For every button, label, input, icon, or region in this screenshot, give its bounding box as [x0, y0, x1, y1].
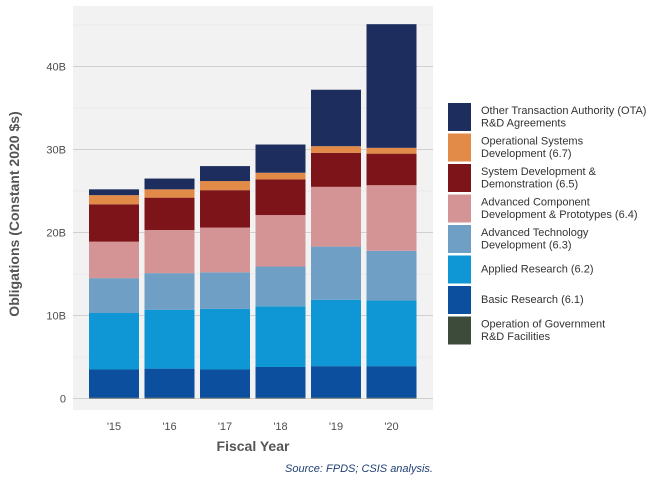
- bar-segment: [255, 172, 306, 180]
- legend-label: Operational Systems: [481, 136, 584, 148]
- x-axis-title: Fiscal Year: [217, 438, 290, 454]
- y-tick-label: 10B: [46, 311, 66, 323]
- source-note: Source: FPDS; CSIS analysis.: [285, 463, 433, 475]
- y-axis-title: Obligations (Constant 2020 $s): [6, 111, 22, 316]
- bar-segment: [144, 273, 195, 310]
- bar-segment: [89, 189, 139, 196]
- x-tick-label: '15: [107, 421, 121, 433]
- bar-segment: [200, 190, 250, 228]
- legend-key: [448, 316, 471, 345]
- bar-segment: [144, 178, 195, 190]
- bar-segment: [144, 230, 195, 274]
- legend-label: Applied Research (6.2): [481, 264, 594, 276]
- bar-segment: [200, 272, 250, 309]
- bar-segment: [311, 186, 361, 247]
- y-tick-label: 30B: [46, 145, 66, 157]
- bar-segment: [366, 397, 417, 399]
- x-tick-label: '16: [162, 421, 176, 433]
- bar-segment: [200, 397, 250, 399]
- legend-label: System Development &: [481, 166, 597, 178]
- bar-segment: [144, 197, 195, 231]
- legend-key: [448, 194, 471, 223]
- bar-segment: [144, 309, 195, 369]
- legend: Other Transaction Authority (OTA)R&D Agr…: [448, 103, 646, 345]
- bar-segment: [311, 146, 361, 153]
- legend-key: [448, 225, 471, 253]
- bar-segment: [144, 189, 195, 198]
- bar-segment: [200, 308, 250, 370]
- legend-key: [448, 103, 471, 131]
- legend-key: [448, 133, 471, 162]
- bar-segment: [311, 246, 361, 300]
- bar-segment: [311, 366, 361, 398]
- legend-key: [448, 286, 471, 314]
- legend-label: Operation of Government: [481, 319, 605, 331]
- bar-segment: [311, 152, 361, 187]
- bar-segment: [200, 369, 250, 398]
- bar-segment: [366, 366, 417, 398]
- x-axis: '15 '16 '17 '18 '19 '20: [107, 421, 399, 433]
- bars: [89, 24, 417, 399]
- bar-segment: [144, 368, 195, 398]
- bar-segment: [366, 153, 417, 186]
- legend-label: Demonstration (6.5): [481, 179, 578, 191]
- bar-segment: [255, 306, 306, 367]
- bar-segment: [200, 227, 250, 273]
- bar-segment: [255, 179, 306, 216]
- bar-segment: [144, 397, 195, 399]
- bar-segment: [89, 195, 139, 205]
- bar-segment: [255, 366, 306, 398]
- bar-segment: [311, 397, 361, 399]
- bar-segment: [200, 166, 250, 182]
- bar-segment: [255, 266, 306, 307]
- y-tick-label: 0: [60, 394, 66, 406]
- y-axis: 0 10B 20B 30B 40B: [46, 62, 66, 406]
- legend-key: [448, 164, 471, 192]
- bar-segment: [200, 181, 250, 191]
- x-tick-label: '17: [218, 421, 232, 433]
- bar-segment: [311, 89, 361, 147]
- bar-segment: [366, 300, 417, 367]
- legend-label: Basic Research (6.1): [481, 294, 584, 306]
- bar-segment: [366, 185, 417, 251]
- bar-segment: [255, 144, 306, 173]
- legend-label: R&D Facilities: [481, 331, 551, 343]
- x-tick-label: '19: [329, 421, 343, 433]
- legend-label: Advanced Technology: [481, 227, 589, 239]
- legend-key: [448, 255, 471, 284]
- legend-label: R&D Agreements: [481, 118, 566, 130]
- y-tick-label: 40B: [46, 62, 66, 74]
- legend-label: Other Transaction Authority (OTA): [481, 105, 646, 117]
- bar-segment: [89, 369, 139, 398]
- bar-segment: [89, 278, 139, 314]
- bar-segment: [366, 250, 417, 301]
- bar-segment: [89, 241, 139, 279]
- bar-segment: [255, 215, 306, 267]
- bar-segment: [366, 24, 417, 148]
- bar-segment: [89, 204, 139, 242]
- legend-label: Development (6.3): [481, 240, 572, 252]
- legend-label: Development & Prototypes (6.4): [481, 209, 638, 221]
- x-tick-label: '20: [384, 421, 398, 433]
- legend-label: Development (6.7): [481, 148, 572, 160]
- bar-segment: [89, 397, 139, 399]
- bar-segment: [366, 147, 417, 154]
- y-tick-label: 20B: [46, 228, 66, 240]
- bar-segment: [255, 397, 306, 399]
- bar-segment: [89, 313, 139, 370]
- x-tick-label: '18: [273, 421, 287, 433]
- legend-label: Advanced Component: [481, 197, 590, 209]
- bar-segment: [311, 299, 361, 367]
